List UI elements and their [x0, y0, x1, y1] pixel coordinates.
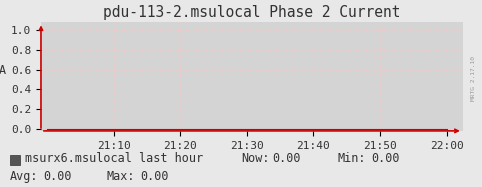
Text: Avg:: Avg: [10, 170, 38, 183]
Text: Now:: Now: [241, 151, 269, 165]
Title: pdu-113-2.msulocal Phase 2 Current: pdu-113-2.msulocal Phase 2 Current [103, 5, 401, 20]
Text: Min:: Min: [337, 151, 366, 165]
Text: 0.00: 0.00 [43, 170, 72, 183]
Text: 0.00: 0.00 [371, 151, 400, 165]
Text: 0.00: 0.00 [272, 151, 301, 165]
Text: Max:: Max: [106, 170, 134, 183]
Y-axis label: A: A [0, 64, 6, 77]
Text: msurx6.msulocal last hour: msurx6.msulocal last hour [25, 151, 203, 165]
Text: 0.00: 0.00 [140, 170, 168, 183]
Text: MRTG 2.17.10: MRTG 2.17.10 [471, 56, 476, 101]
